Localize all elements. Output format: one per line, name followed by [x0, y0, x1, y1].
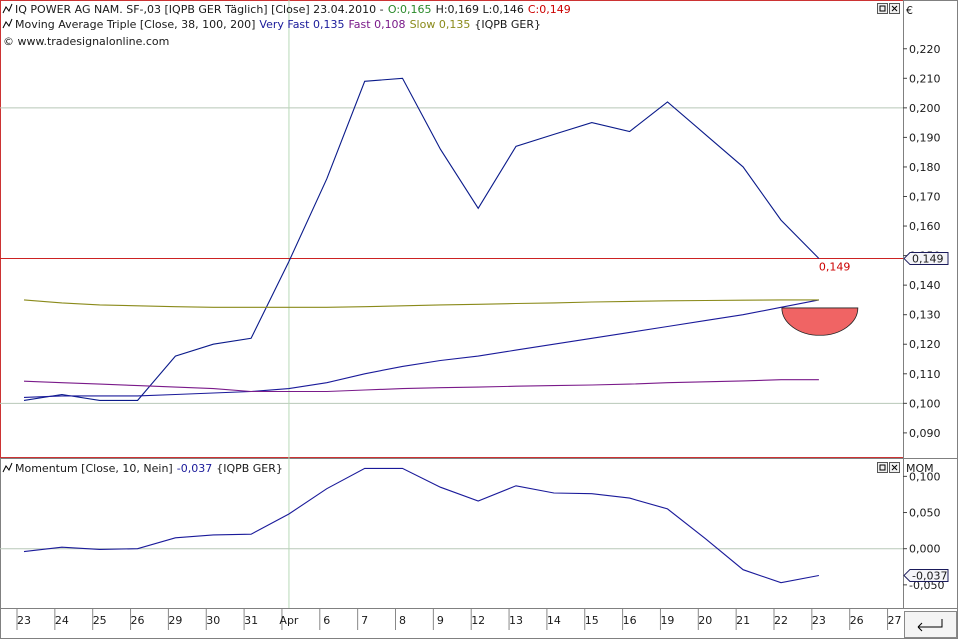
close-icon — [891, 464, 898, 471]
svg-text:Momentum [Close, 10, Nein]-0,0: Momentum [Close, 10, Nein] -0,037 {IQPB GE… — [15, 462, 283, 475]
price-series-line — [23, 77, 820, 401]
scroll-to-end-button[interactable] — [904, 611, 957, 638]
price-axis-label: 0,210 — [909, 72, 941, 85]
date-axis-label: 6 — [323, 614, 330, 627]
price-legend-title: IQ POWER AG NAM. SF-,03 [IQPB GER Täglic… — [15, 3, 384, 16]
date-axis-label: 9 — [437, 614, 444, 627]
date-axis-label: 26 — [131, 614, 145, 627]
momentum-axis: 0,100 0,050 0,000 -0,050 — [903, 470, 944, 592]
date-axis-label: 25 — [93, 614, 107, 627]
svg-text:Moving Average Triple [Close,: Moving Average Triple [Close, 38, 100, 2… — [15, 18, 541, 31]
momentum-legend[interactable]: Momentum [Close, 10, Nein] -0,037 {IQPB GE… — [2, 462, 283, 475]
restore-icon — [879, 5, 886, 12]
indicator-icon — [2, 3, 13, 14]
restore-icon — [879, 464, 886, 471]
price-axis-label: 0,190 — [909, 131, 941, 144]
momentum-series-line — [23, 467, 820, 584]
price-axis-label: 0,180 — [909, 161, 941, 174]
momentum-axis-unit: MOM — [906, 462, 934, 475]
date-axis-label: 20 — [698, 614, 712, 627]
crossover-marker — [781, 307, 859, 336]
price-axis-label: 0,090 — [909, 427, 941, 440]
momentum-axis-label: 0,000 — [909, 543, 941, 556]
date-axis-label: Apr — [279, 614, 299, 627]
date-axis-label: 22 — [774, 614, 788, 627]
date-axis-label: 8 — [399, 614, 406, 627]
date-axis-label: 14 — [547, 614, 561, 627]
svg-text:IQ POWER AG NAM. SF-,03 [IQP: IQ POWER AG NAM. SF-,03 [IQPB GER Täglic… — [15, 3, 571, 16]
ma-fast-line — [23, 379, 819, 393]
price-legend-close: C:0,149 — [528, 3, 571, 16]
price-axis-label: 0,170 — [909, 190, 941, 203]
price-axis-label: 0,100 — [909, 397, 941, 410]
date-axis-label: 23 — [17, 614, 31, 627]
momentum-axis-label: 0,050 — [909, 507, 941, 520]
price-axis-label: 0,160 — [909, 220, 941, 233]
price-legend-high-low: H:0,169 L:0,146 — [436, 3, 524, 16]
price-axis-label: 0,200 — [909, 102, 941, 115]
close-icon — [891, 5, 898, 12]
momentum-restore-button[interactable] — [877, 462, 888, 473]
price-axis-label: 0,120 — [909, 338, 941, 351]
last-momentum-axis-flag: -0,037 — [903, 568, 949, 582]
momentum-close-button[interactable] — [889, 462, 900, 473]
date-axis-label: 16 — [623, 614, 637, 627]
ma-very-fast-line — [23, 299, 820, 398]
date-axis-label: 7 — [361, 614, 368, 627]
momentum-legend-title: Momentum [Close, 10, Nein] — [15, 462, 173, 475]
copyright-text: © www.tradesignalonline.com — [3, 35, 169, 48]
date-axis-label: 29 — [168, 614, 182, 627]
date-axis-label: 19 — [660, 614, 674, 627]
price-legend-open: O:0,165 — [388, 3, 432, 16]
ma-legend-suffix: {IQPB GER} — [474, 18, 541, 31]
date-axis-label: 23 — [812, 614, 826, 627]
date-axis-label: 15 — [585, 614, 599, 627]
price-axis-label: 0,140 — [909, 279, 941, 292]
last-price-axis-flag: 0,149 — [903, 252, 949, 266]
date-axis-label: 24 — [55, 614, 69, 627]
ma-legend-very-fast: Very Fast 0,135 — [259, 18, 344, 31]
date-axis-label: 21 — [736, 614, 750, 627]
price-restore-button[interactable] — [877, 3, 888, 14]
last-price-label: 0,149 — [819, 261, 851, 274]
indicator-icon — [2, 462, 13, 473]
series-layer: 0,149 0,149 -0,037 — [0, 77, 949, 584]
ma-legend-slow: Slow 0,135 — [410, 18, 471, 31]
svg-text:0,149: 0,149 — [912, 253, 944, 266]
price-axis-label: 0,110 — [909, 368, 941, 381]
svg-text:-0,037: -0,037 — [912, 569, 947, 582]
ma-legend[interactable]: Moving Average Triple [Close, 38, 100, 2… — [2, 18, 541, 31]
price-legend[interactable]: IQ POWER AG NAM. SF-,03 [IQPB GER Täglic… — [2, 3, 571, 16]
price-close-button[interactable] — [889, 3, 900, 14]
price-axis-label: 0,220 — [909, 43, 941, 56]
ma-legend-fast: Fast 0,108 — [348, 18, 405, 31]
grid-layer — [0, 0, 903, 608]
date-axis-label: 13 — [509, 614, 523, 627]
date-axis-label: 31 — [244, 614, 258, 627]
momentum-legend-suffix: {IQPB GER} — [216, 462, 283, 475]
date-axis-label: 26 — [850, 614, 864, 627]
momentum-legend-value: -0,037 — [177, 462, 212, 475]
date-axis-label: 27 — [888, 614, 902, 627]
momentum-axis-label: 0,100 — [909, 470, 941, 483]
date-axis-label: 12 — [471, 614, 485, 627]
price-axis-unit: € — [906, 4, 913, 17]
date-axis-label: 30 — [206, 614, 220, 627]
price-axis: 0,2200,2100,2000,1900,1800,1700,1600,150… — [903, 43, 941, 440]
ma-slow-line — [23, 299, 819, 308]
momentum-axis-label: -0,050 — [909, 579, 944, 592]
arrow-icon — [917, 619, 943, 632]
date-axis: 23 24 25 26 29 30 31 Apr 6 7 8 9 12 13 14 15 16 19 20 21 22 2… — [16, 609, 902, 630]
price-axis-label: 0,130 — [909, 309, 941, 322]
indicator-icon — [2, 18, 13, 29]
ma-legend-title: Moving Average Triple [Close, 38, 100, 2… — [15, 18, 255, 31]
